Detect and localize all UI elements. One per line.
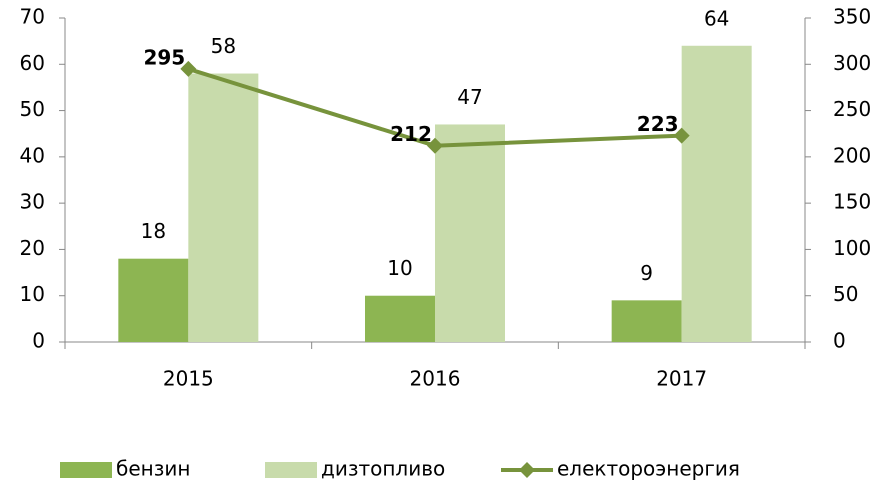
bar	[681, 45, 752, 343]
x-tick-label: 2017	[656, 367, 707, 391]
data-label: 9	[640, 261, 653, 285]
marker	[673, 127, 690, 144]
data-label: 64	[704, 6, 729, 30]
x-tick-label: 2015	[163, 367, 214, 391]
data-label: 223	[637, 112, 679, 136]
y-tick-label: 10	[20, 282, 45, 306]
bar	[118, 258, 189, 342]
legend-marker	[519, 462, 535, 478]
y-tick-label: 60	[20, 51, 45, 75]
data-label: 10	[387, 256, 412, 280]
bar	[188, 73, 259, 343]
y2-tick-label: 300	[833, 51, 871, 75]
y2-tick-label: 200	[833, 143, 871, 167]
y2-tick-label: 0	[833, 329, 846, 353]
y2-tick-label: 100	[833, 236, 871, 260]
x-tick-label: 2016	[410, 367, 461, 391]
bar	[365, 295, 435, 342]
marker	[180, 60, 197, 77]
y-tick-label: 40	[20, 143, 45, 167]
y2-tick-label: 250	[833, 97, 871, 121]
y-tick-label: 0	[32, 329, 45, 353]
legend-swatch	[265, 462, 317, 478]
legend-label: дизтопливо	[321, 457, 445, 481]
data-label: 58	[211, 34, 236, 58]
data-label: 212	[390, 122, 432, 146]
legend-label: бензин	[116, 457, 190, 481]
bar	[611, 300, 682, 342]
y-tick-label: 70	[20, 5, 45, 29]
y2-tick-label: 350	[833, 5, 871, 29]
data-label: 47	[457, 85, 482, 109]
y-tick-label: 30	[20, 190, 45, 214]
data-label: 18	[141, 219, 166, 243]
y2-tick-label: 150	[833, 190, 871, 214]
bar	[435, 124, 505, 342]
legend-label: електороэнергия	[557, 457, 740, 481]
y-tick-label: 50	[20, 97, 45, 121]
legend-swatch	[60, 462, 112, 478]
data-label: 295	[143, 45, 185, 69]
y-tick-label: 20	[20, 236, 45, 260]
y2-tick-label: 50	[833, 282, 858, 306]
marker	[427, 137, 443, 154]
